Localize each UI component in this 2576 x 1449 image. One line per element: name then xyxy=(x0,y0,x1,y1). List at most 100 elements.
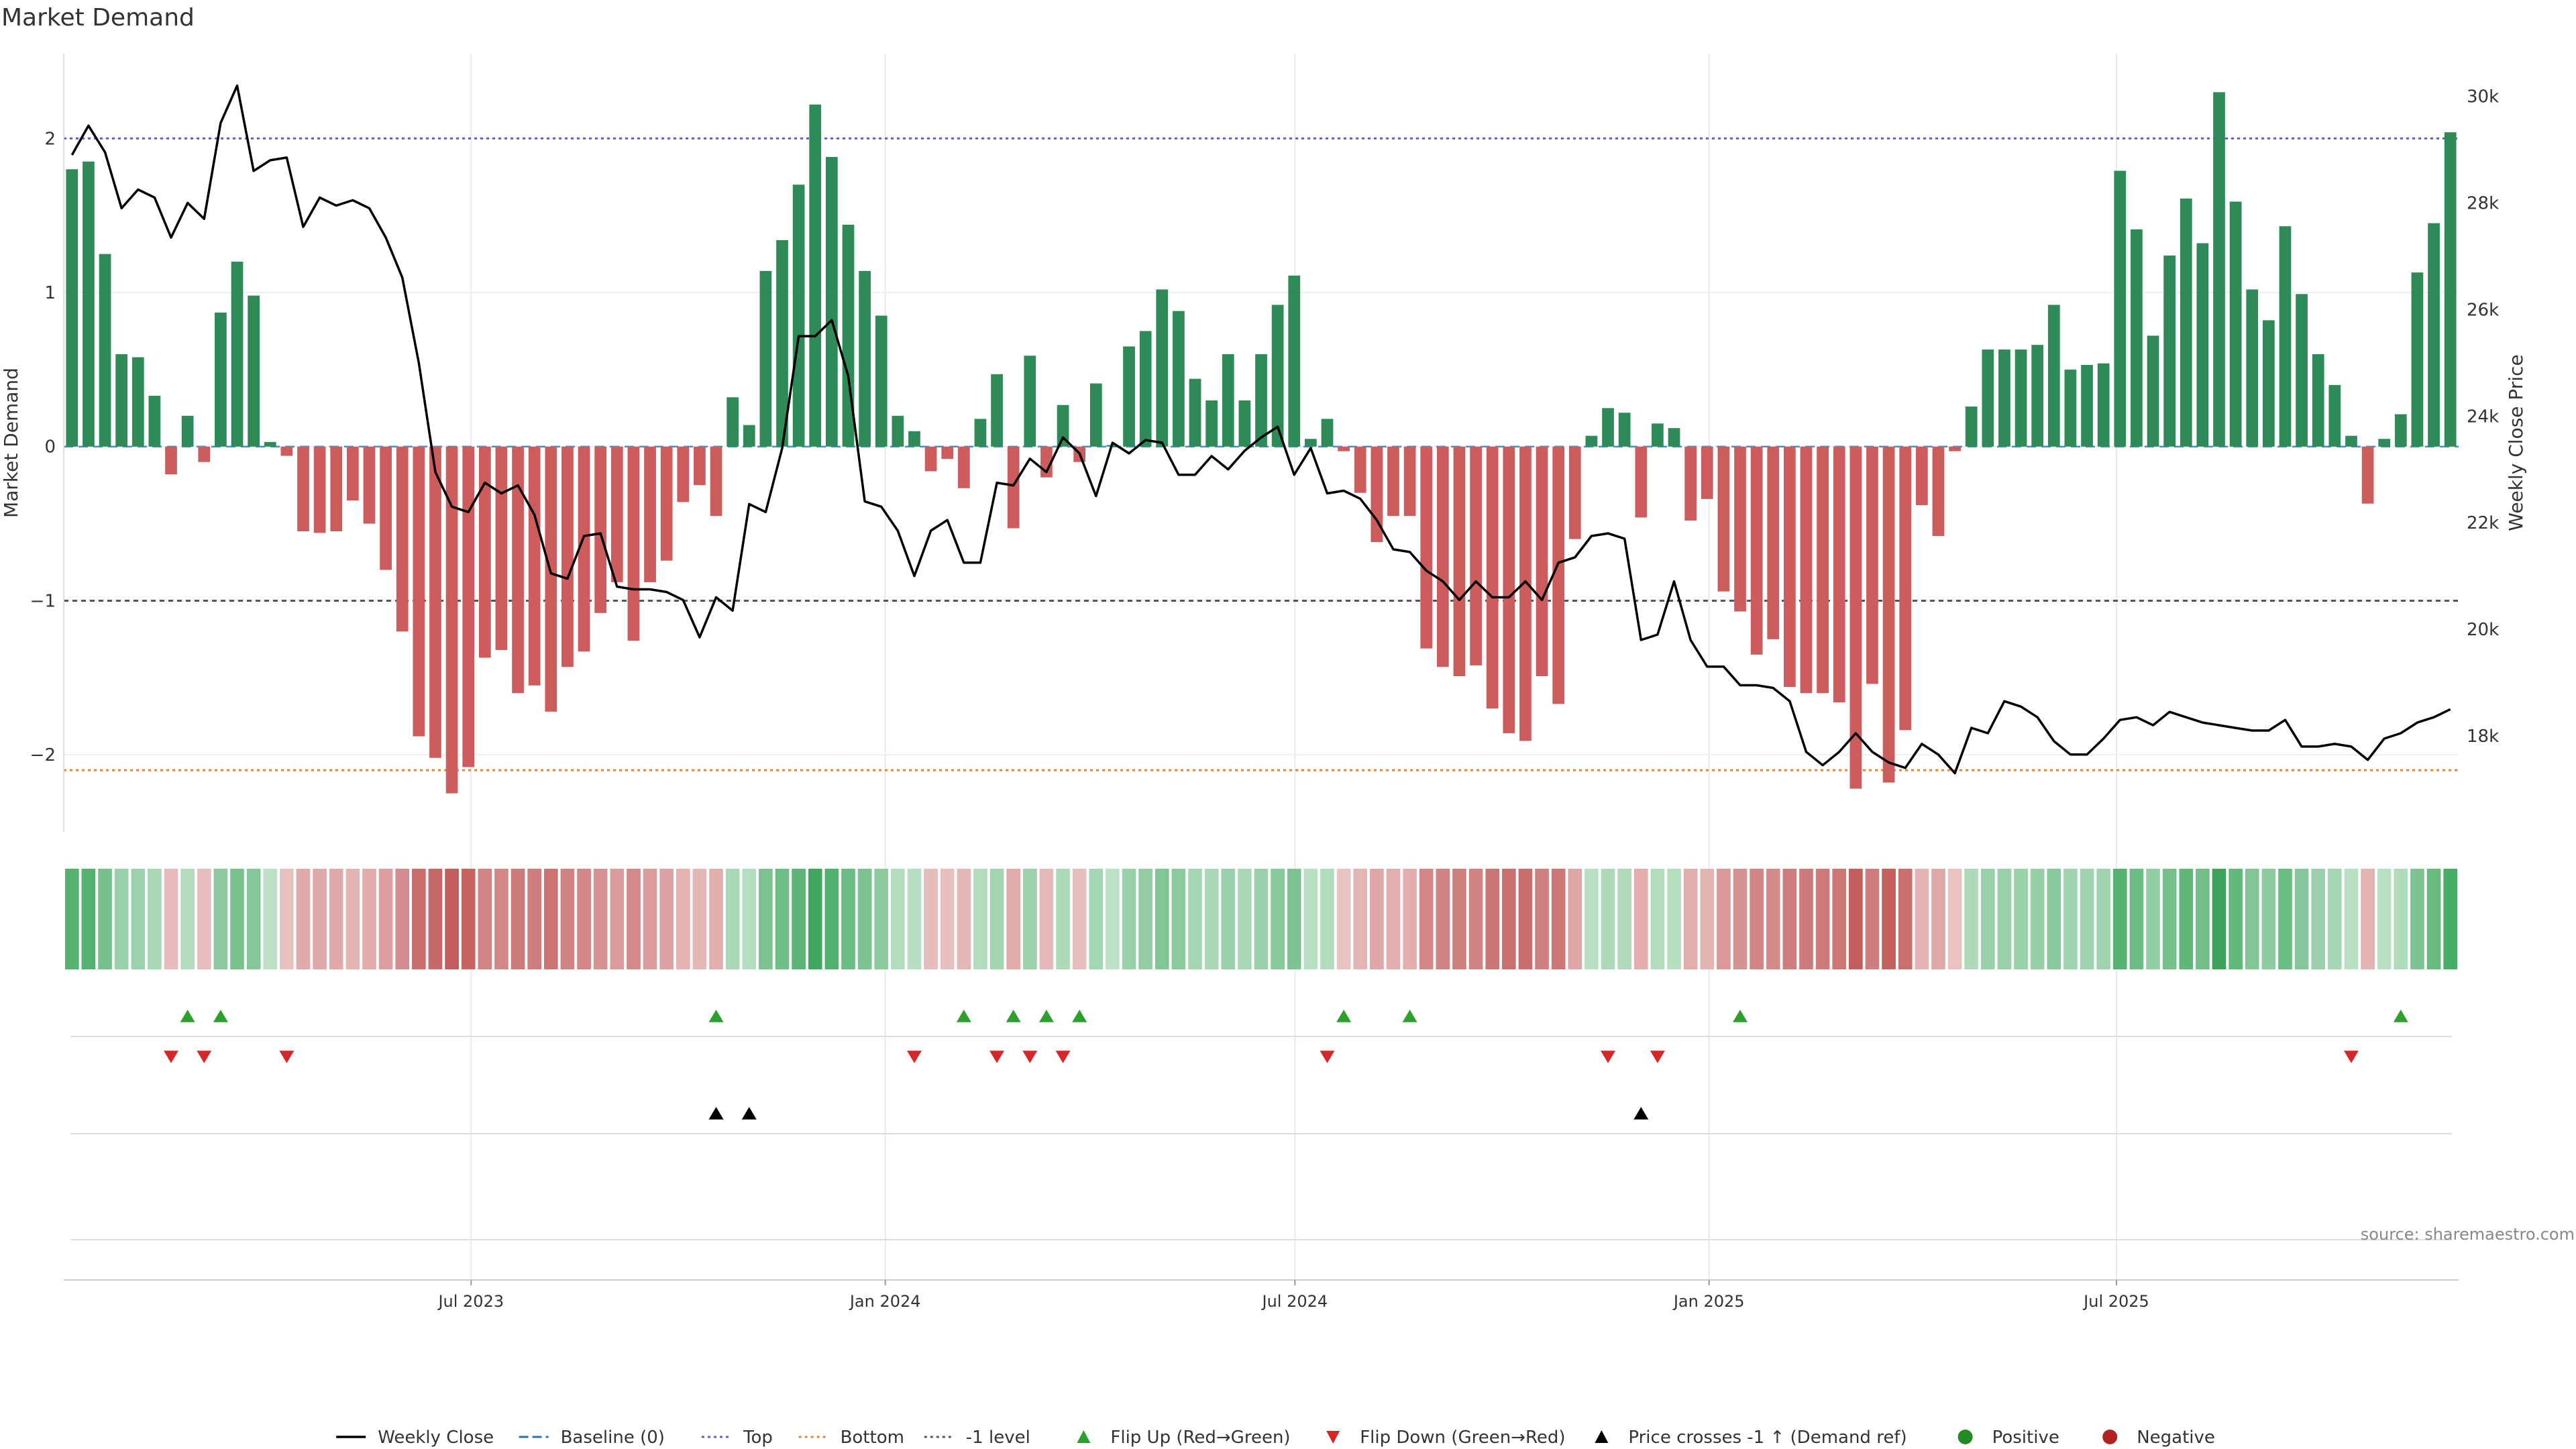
flip-down-marker xyxy=(1320,1051,1335,1063)
demand-bar xyxy=(1668,428,1680,447)
legend-swatch-triangle-down xyxy=(1326,1431,1340,1444)
heat-cell xyxy=(2047,869,2061,969)
demand-bar xyxy=(1585,435,1598,447)
demand-bar xyxy=(1552,446,1565,704)
demand-bar xyxy=(2147,335,2159,447)
demand-bar xyxy=(1403,446,1416,517)
demand-bar xyxy=(1783,446,1796,688)
heat-cell xyxy=(2377,869,2392,969)
close-line-layer xyxy=(70,84,2451,775)
demand-bar xyxy=(2361,446,2374,504)
heat-cell xyxy=(230,869,244,969)
demand-bar xyxy=(495,446,508,650)
heat-cell xyxy=(478,869,492,969)
legend-item: Positive xyxy=(1957,1428,2059,1448)
demand-bar xyxy=(115,354,128,447)
heat-cell xyxy=(395,869,410,969)
demand-bar xyxy=(991,374,1003,447)
heat-cell xyxy=(511,869,525,969)
heat-cell xyxy=(180,869,195,969)
demand-bar xyxy=(2196,243,2209,447)
demand-bar xyxy=(875,315,888,447)
heat-cell xyxy=(1617,869,1631,969)
demand-bar xyxy=(1932,446,1945,536)
flip-up-marker xyxy=(1402,1010,1417,1022)
flip-down-marker xyxy=(1022,1051,1038,1063)
y-tick-label-right: 22k xyxy=(2467,513,2499,533)
demand-bar xyxy=(313,446,326,533)
demand-bar xyxy=(1139,331,1152,447)
demand-bar xyxy=(2411,272,2424,447)
demand-bar xyxy=(825,156,838,447)
price-cross-marker xyxy=(708,1107,724,1120)
heat-cell xyxy=(1882,869,1896,969)
price-cross-marker xyxy=(1633,1107,1649,1120)
demand-bar xyxy=(528,446,541,686)
demand-bar xyxy=(1238,400,1251,447)
demand-bar xyxy=(1271,305,1284,447)
heat-cell xyxy=(2344,869,2359,969)
heat-cell xyxy=(1849,869,1863,969)
heat-cell xyxy=(445,869,459,969)
flip-up-marker xyxy=(708,1010,724,1022)
demand-bar xyxy=(264,441,276,447)
heat-strip xyxy=(64,869,2458,969)
heat-cell xyxy=(2245,869,2259,969)
heat-cell xyxy=(1370,869,1384,969)
heat-cell xyxy=(1683,869,1698,969)
heat-cell xyxy=(560,869,575,969)
heat-cell xyxy=(527,869,542,969)
heat-cell xyxy=(940,869,955,969)
y-tick-label-right: 20k xyxy=(2467,620,2499,640)
demand-bar xyxy=(1767,446,1780,639)
demand-bar xyxy=(809,104,822,447)
heat-cell xyxy=(64,869,79,969)
legend-label: Flip Up (Red→Green) xyxy=(1110,1428,1290,1448)
demand-bar xyxy=(1205,400,1218,447)
legend-item: Flip Down (Green→Red) xyxy=(1326,1428,1566,1448)
flip-up-marker xyxy=(213,1010,228,1022)
demand-bar xyxy=(280,446,293,456)
demand-bar xyxy=(66,169,78,447)
legend-item: Baseline (0) xyxy=(519,1428,665,1448)
demand-bar xyxy=(363,446,376,524)
y-tick-label-right: 26k xyxy=(2467,300,2499,320)
demand-bar xyxy=(2345,435,2357,447)
heat-cell xyxy=(1898,869,1913,969)
demand-bar xyxy=(1387,446,1399,517)
legend-label: Baseline (0) xyxy=(561,1428,665,1448)
heat-cell xyxy=(1501,869,1516,969)
demand-bar xyxy=(908,431,920,447)
axes: 2 1 0 −1 −2 30k 28k 26k 24k 22k 20k 18k Jul 2023 Jan … xyxy=(30,54,2499,1311)
heat-cell xyxy=(1915,869,1929,969)
heat-cell xyxy=(1997,869,2012,969)
demand-bar xyxy=(1618,413,1631,447)
heat-cell xyxy=(1700,869,1715,969)
y-axis-label-right: Weekly Close Price xyxy=(2505,354,2527,531)
legend-item: -1 level xyxy=(924,1428,1030,1448)
weekly-close-line xyxy=(70,84,2451,775)
demand-bar xyxy=(1420,446,1433,649)
heat-cell xyxy=(924,869,938,969)
heat-cell xyxy=(2394,869,2408,969)
heat-cell xyxy=(2294,869,2309,969)
heat-cell xyxy=(1188,869,1202,969)
demand-bar xyxy=(1519,446,1532,741)
heat-cell xyxy=(725,869,740,969)
demand-bar xyxy=(1750,446,1763,655)
demand-bar xyxy=(578,446,590,652)
demand-bar xyxy=(445,446,458,794)
heat-cell xyxy=(1452,869,1466,969)
flip-down-marker xyxy=(1601,1051,1616,1063)
heat-cell xyxy=(2212,869,2226,969)
heat-cell xyxy=(792,869,806,969)
demand-bar xyxy=(2394,414,2407,447)
heat-cell xyxy=(1947,869,1962,969)
demand-bar xyxy=(1089,383,1102,447)
heat-cell xyxy=(81,869,96,969)
demand-bar xyxy=(1882,446,1895,783)
heat-cell xyxy=(1782,869,1797,969)
demand-bar xyxy=(924,446,937,472)
demand-bar xyxy=(2114,170,2127,447)
